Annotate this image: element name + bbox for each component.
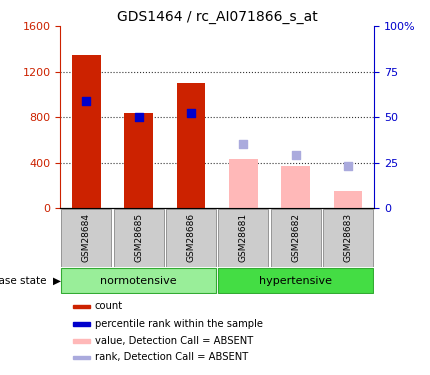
Text: hypertensive: hypertensive — [259, 276, 332, 286]
FancyBboxPatch shape — [270, 209, 321, 267]
FancyBboxPatch shape — [114, 209, 164, 267]
Bar — [177, 83, 206, 208]
Bar — [124, 112, 153, 208]
Text: GSM28683: GSM28683 — [344, 213, 353, 262]
Text: value, Detection Call = ABSENT: value, Detection Call = ABSENT — [95, 336, 253, 346]
Bar — [73, 339, 90, 343]
Text: GSM28684: GSM28684 — [82, 213, 91, 262]
Point — [135, 114, 142, 120]
Text: percentile rank within the sample: percentile rank within the sample — [95, 319, 263, 329]
Text: GSM28685: GSM28685 — [134, 213, 143, 262]
Point — [240, 141, 247, 147]
FancyBboxPatch shape — [61, 268, 216, 293]
Bar — [73, 356, 90, 359]
Point — [187, 111, 194, 117]
Point — [292, 152, 299, 158]
Bar — [72, 55, 101, 208]
Title: GDS1464 / rc_AI071866_s_at: GDS1464 / rc_AI071866_s_at — [117, 10, 317, 24]
Text: count: count — [95, 302, 123, 312]
FancyBboxPatch shape — [323, 209, 373, 267]
FancyBboxPatch shape — [166, 209, 216, 267]
Text: normotensive: normotensive — [100, 276, 177, 286]
Text: rank, Detection Call = ABSENT: rank, Detection Call = ABSENT — [95, 352, 248, 363]
Bar — [229, 159, 258, 208]
Text: GSM28681: GSM28681 — [239, 213, 248, 262]
Text: GSM28686: GSM28686 — [187, 213, 196, 262]
Bar — [281, 166, 310, 208]
Text: disease state  ▶: disease state ▶ — [0, 276, 61, 286]
Point — [344, 163, 351, 169]
FancyBboxPatch shape — [218, 268, 373, 293]
Bar — [73, 304, 90, 308]
Bar — [73, 322, 90, 326]
Text: GSM28682: GSM28682 — [291, 213, 300, 262]
FancyBboxPatch shape — [218, 209, 268, 267]
FancyBboxPatch shape — [61, 209, 111, 267]
Point — [83, 98, 90, 104]
Bar — [334, 191, 362, 208]
